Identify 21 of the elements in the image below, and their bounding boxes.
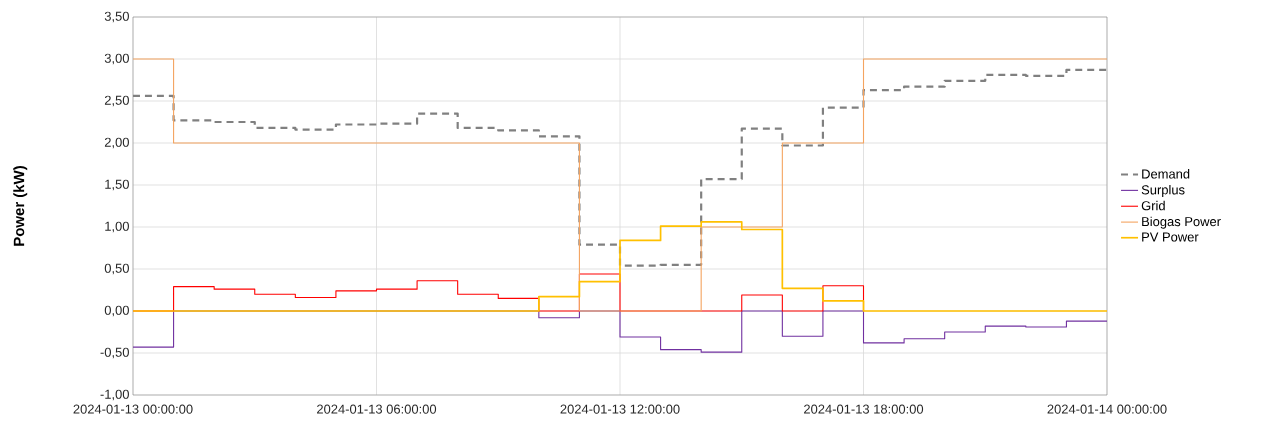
y-tick-label: 1,00 bbox=[105, 221, 129, 233]
y-tick-label: 3,50 bbox=[104, 11, 129, 23]
x-tick-label: 2024-01-13 12:00:00 bbox=[560, 404, 680, 414]
legend-label: Demand bbox=[1142, 169, 1190, 179]
legend-label: Grid bbox=[1141, 200, 1165, 211]
y-tick-label: 2,00 bbox=[104, 137, 129, 149]
legend-label: Biogas Power bbox=[1142, 216, 1221, 229]
x-tick-label: 2024-01-13 18:00:00 bbox=[804, 404, 924, 414]
y-tick-label: 3,00 bbox=[104, 53, 129, 65]
y-tick-label: 0,50 bbox=[104, 263, 129, 275]
y-tick-label: -1,00 bbox=[100, 389, 129, 401]
x-tick-label: 2024-01-14 00:00:00 bbox=[1047, 404, 1167, 414]
x-tick-label: 2024-01-13 00:00:00 bbox=[73, 404, 193, 414]
legend-label: Surplus bbox=[1141, 184, 1185, 198]
y-axis-title: Power (kW) bbox=[13, 166, 28, 246]
x-tick-label: 2024-01-13 06:00:00 bbox=[317, 404, 437, 414]
y-tick-label: 1,50 bbox=[105, 179, 129, 191]
y-tick-label: 0,00 bbox=[104, 305, 129, 317]
y-tick-label: 2,50 bbox=[104, 95, 129, 107]
legend-label: PV Power bbox=[1142, 232, 1199, 242]
y-tick-label: -0,50 bbox=[100, 347, 129, 359]
